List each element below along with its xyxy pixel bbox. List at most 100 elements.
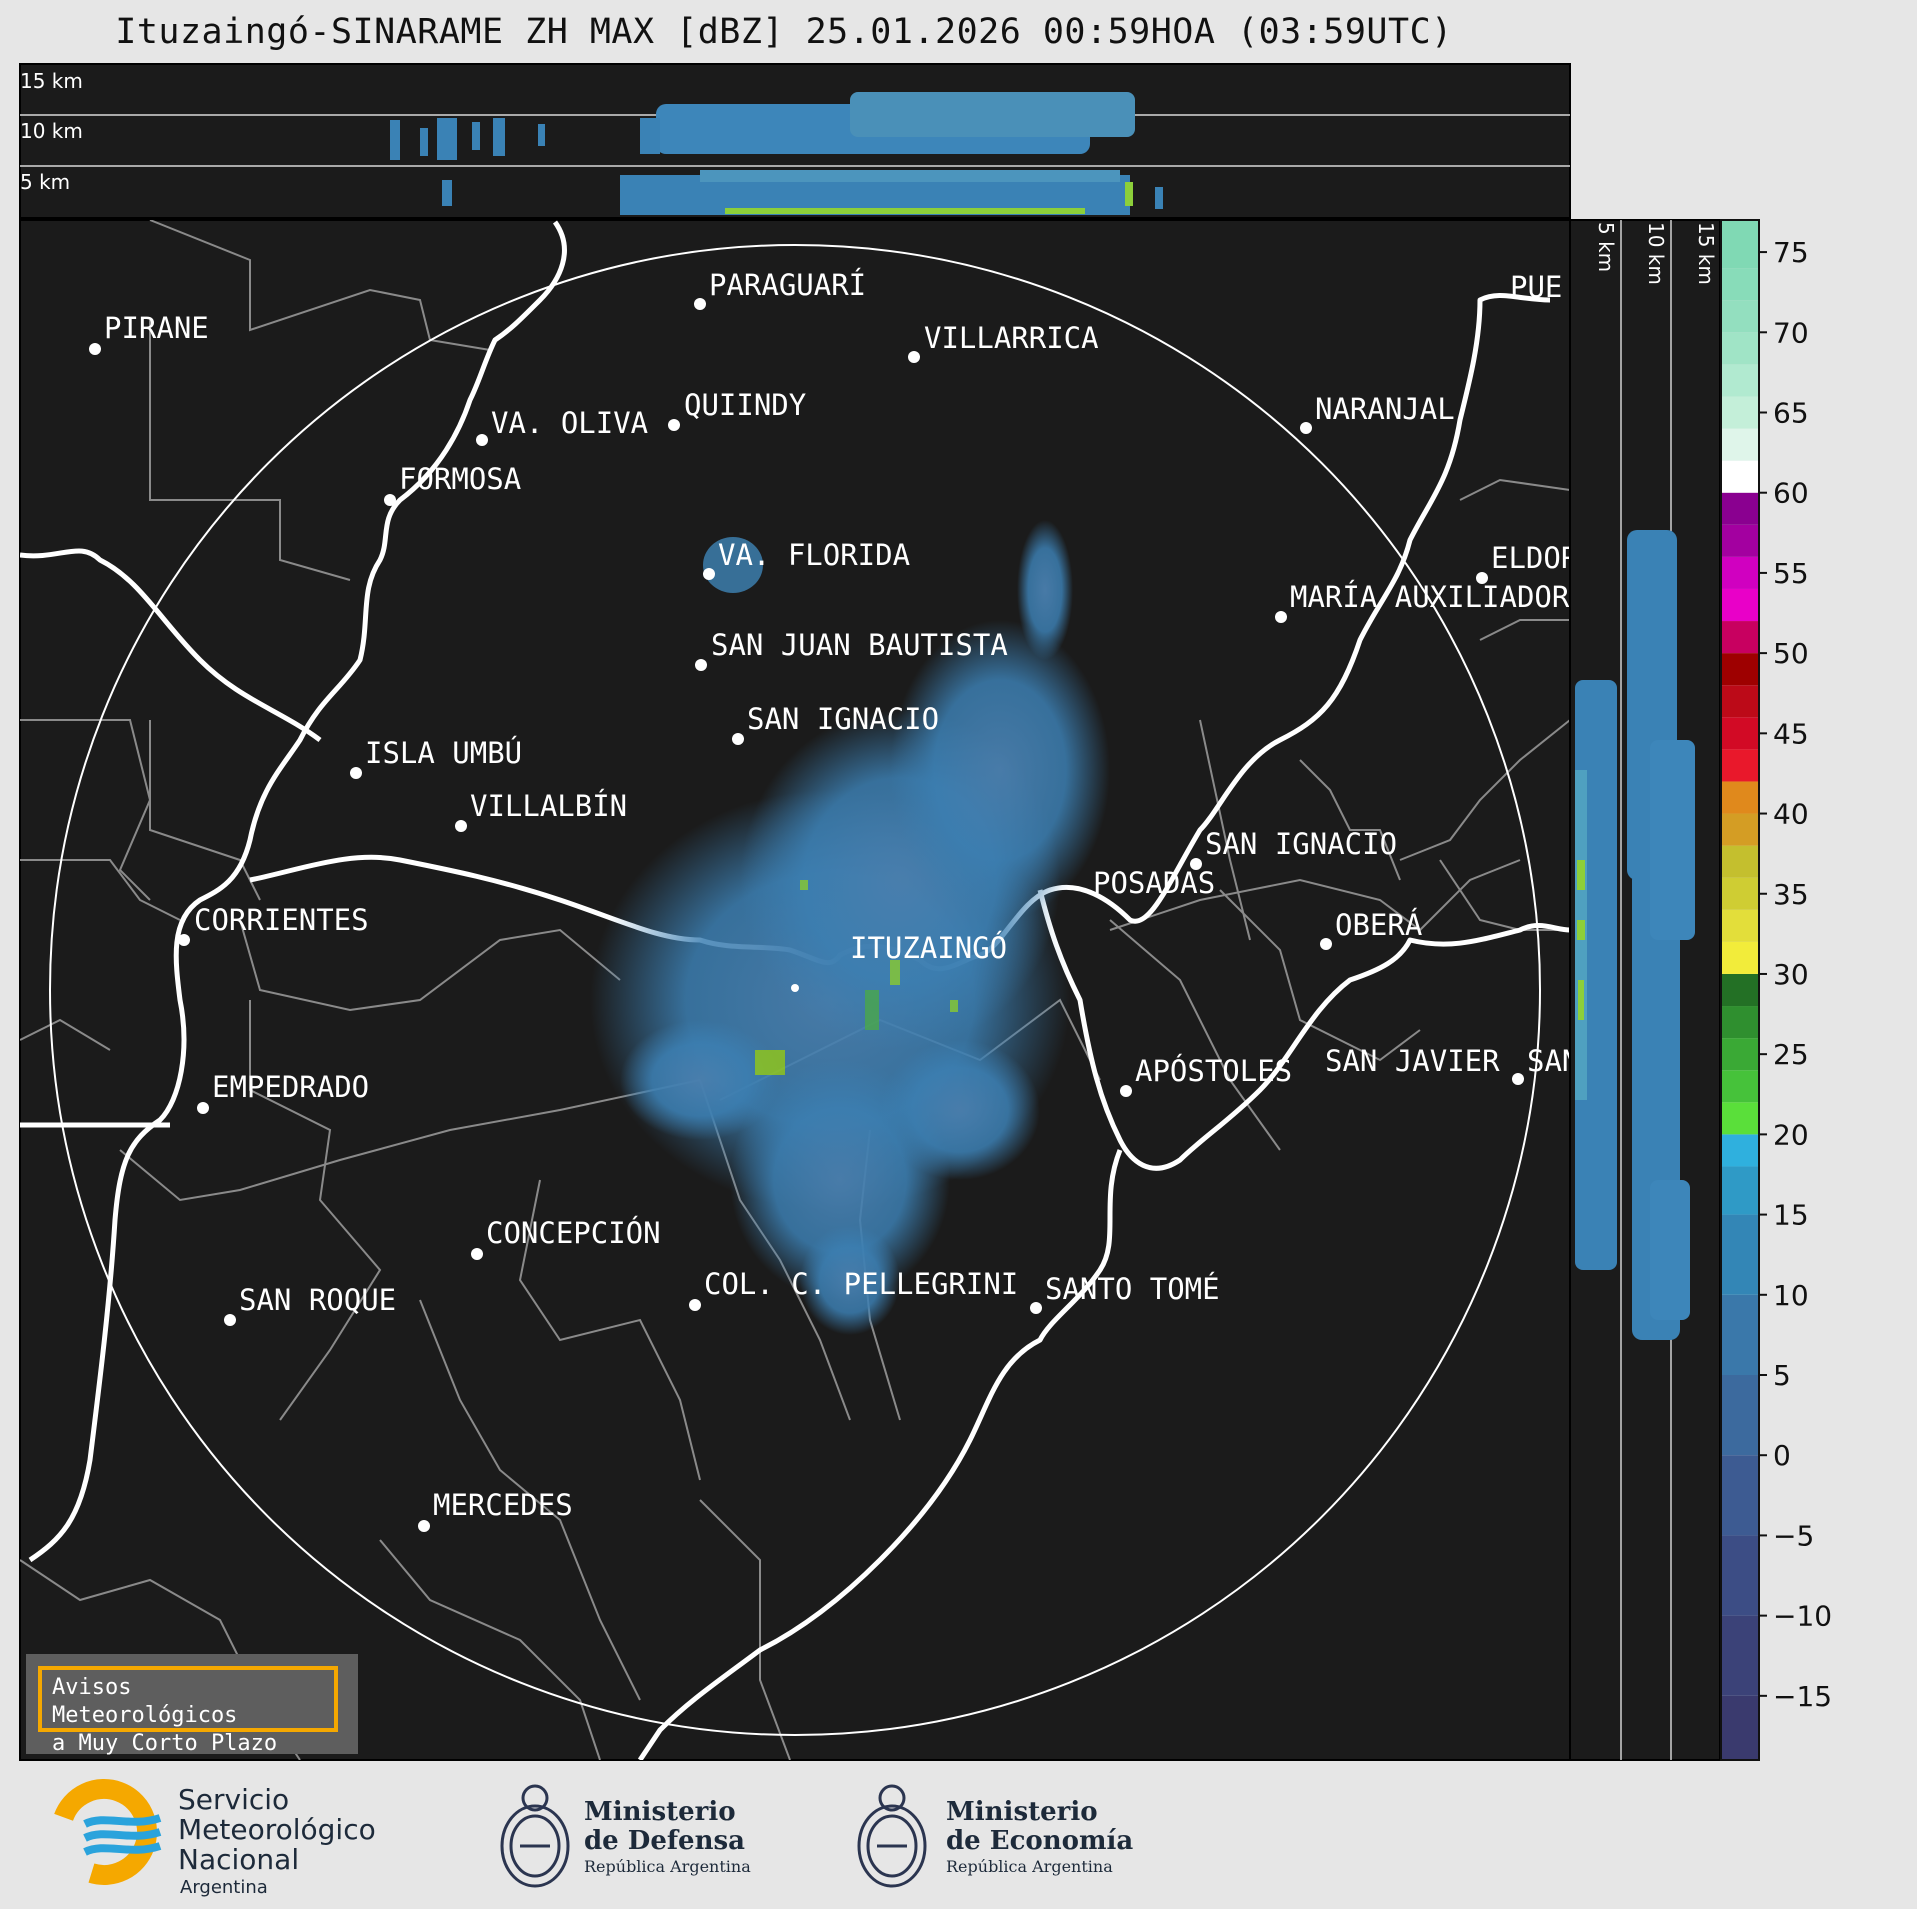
svg-text:OBERÁ: OBERÁ [1335,908,1422,942]
svg-text:COL. C. PELLEGRINI: COL. C. PELLEGRINI [704,1267,1018,1301]
colorbar-band [1721,653,1759,686]
product-title: Ituzaingó-SINARAME ZH MAX [dBZ] 25.01.20… [115,12,1453,52]
city-san-juan-bautista: SAN JUAN BAUTISTA [695,628,1008,671]
top-panel-echoes [20,92,1570,215]
colorbar-frame [1720,219,1760,1761]
colorbar-band [1721,781,1759,814]
city-ituzaingo: ITUZAINGÓ [791,931,1007,992]
svg-text:VILLARRICA: VILLARRICA [924,321,1099,355]
city-pirane: PIRANE [89,311,209,355]
city-obera: OBERÁ [1320,908,1422,950]
colorbar-band [1721,621,1759,654]
city-apostoles: APÓSTOLES [1120,1054,1292,1097]
colorbar-bands [1721,220,1759,1760]
alert-badge-frame: Avisos Meteorológicos a Muy Corto Plazo [38,1666,338,1756]
colorbar-band [1721,460,1759,493]
city-concepcion: CONCEPCIÓN [471,1216,661,1260]
side-label-5km: 5 km [1594,222,1618,272]
svg-text:ELDOR: ELDOR [1491,541,1579,575]
colorbar-band [1721,364,1759,397]
svg-text:Ministerio: Ministerio [946,1797,1098,1827]
top-panel-height-labels: 15 km 10 km 5 km [20,69,83,194]
colorbar-tick-label: 5 [1773,1359,1791,1392]
city-va-florida: VA. FLORIDA [703,538,910,580]
city-paraguari: PARAGUARÍ [694,268,866,310]
colorbar-tick-label: 25 [1773,1038,1809,1071]
smn-logo[interactable]: Servicio Meteorológico Nacional Argentin… [49,1777,376,1898]
colorbar-tick-label: 10 [1773,1279,1809,1312]
top-label-5km: 5 km [20,170,70,194]
city-isla-umbu: ISLA UMBÚ [350,736,522,779]
colorbar-band [1721,845,1759,878]
colorbar-band [1721,1535,1759,1616]
colorbar-tick-label: 0 [1773,1439,1791,1472]
top-label-10km: 10 km [20,119,83,143]
svg-text:PIRANE: PIRANE [104,311,209,345]
colorbar-band [1721,268,1759,301]
svg-text:SAN JUAN BAUTISTA: SAN JUAN BAUTISTA [711,628,1008,662]
colorbar-band [1721,813,1759,846]
colorbar-band [1721,909,1759,942]
economia-logo[interactable]: Ministerio de Economía República Argenti… [857,1784,1133,1888]
svg-text:VA. FLORIDA: VA. FLORIDA [718,538,910,572]
city-san-roque: SAN ROQUE [224,1283,396,1326]
svg-text:MERCEDES: MERCEDES [433,1488,573,1522]
colorbar-tick-label: 55 [1773,557,1809,590]
svg-text:Meteorológico: Meteorológico [178,1813,376,1846]
colorbar-band [1721,973,1759,1007]
colorbar-band [1721,1038,1759,1071]
city-santo-tome: SANTO TOMÉ [1030,1272,1220,1314]
colorbar-tick-label: 75 [1773,236,1809,269]
colorbar-band [1721,332,1759,365]
city-san-javier: SAN JAVIER [1325,1044,1500,1078]
colorbar-band [1721,396,1759,429]
svg-text:CORRIENTES: CORRIENTES [194,903,369,937]
svg-text:SANTO TOMÉ: SANTO TOMÉ [1045,1272,1220,1306]
city-san-ignacio-py: SAN IGNACIO [732,702,939,745]
colorbar-tick-label: 20 [1773,1118,1809,1151]
colorbar-tick-label: 40 [1773,798,1809,831]
colorbar-band [1721,300,1759,333]
argentina-seal-icon [857,1784,927,1888]
colorbar-band [1721,1134,1759,1167]
argentina-seal-icon [500,1784,570,1888]
svg-text:MARÍA AUXILIADOR: MARÍA AUXILIADOR [1290,580,1570,614]
side-panel-height-labels: 5 km 10 km 15 km [1594,222,1718,285]
svg-text:SAN: SAN [1527,1044,1579,1078]
city-villalbin: VILLALBÍN [455,789,627,832]
colorbar-band [1721,1070,1759,1103]
colorbar-band [1721,428,1759,461]
colorbar-band [1721,1375,1759,1456]
svg-text:PARAGUARÍ: PARAGUARÍ [709,268,866,302]
alert-badge[interactable]: Avisos Meteorológicos a Muy Corto Plazo [26,1654,358,1756]
svg-text:CONCEPCIÓN: CONCEPCIÓN [486,1216,661,1250]
colorbar-band [1721,524,1759,557]
colorbar-band [1721,1166,1759,1215]
colorbar-band [1721,492,1759,525]
colorbar-band [1721,1294,1759,1375]
city-villarrica: VILLARRICA [908,321,1099,363]
colorbar-band [1721,220,1759,269]
svg-text:SAN ROQUE: SAN ROQUE [239,1283,396,1317]
colorbar-tick-label: 60 [1773,477,1809,510]
colorbar-band [1721,941,1759,974]
city-formosa: FORMOSA [384,462,521,506]
colorbar-band [1721,1214,1759,1295]
alert-line-1: Avisos Meteorológicos [52,1675,238,1728]
radar-plot: 15 km 10 km 5 km [19,63,1832,1761]
city-corrientes: CORRIENTES [178,903,369,946]
colorbar-band [1721,1695,1759,1760]
top-label-15km: 15 km [20,69,83,93]
colorbar-band [1721,1455,1759,1536]
colorbar-tick-label: 30 [1773,958,1809,991]
svg-text:República Argentina: República Argentina [584,1857,751,1876]
svg-text:Ministerio: Ministerio [584,1797,736,1827]
side-label-10km: 10 km [1644,222,1668,285]
side-panel-echoes [1575,220,1695,1760]
svg-text:APÓSTOLES: APÓSTOLES [1135,1054,1292,1088]
defensa-logo[interactable]: Ministerio de Defensa República Argentin… [500,1784,751,1888]
city-san-partial: SAN [1512,1044,1579,1085]
svg-text:ISLA UMBÚ: ISLA UMBÚ [365,736,522,770]
city-posadas: POSADAS [1093,866,1215,900]
